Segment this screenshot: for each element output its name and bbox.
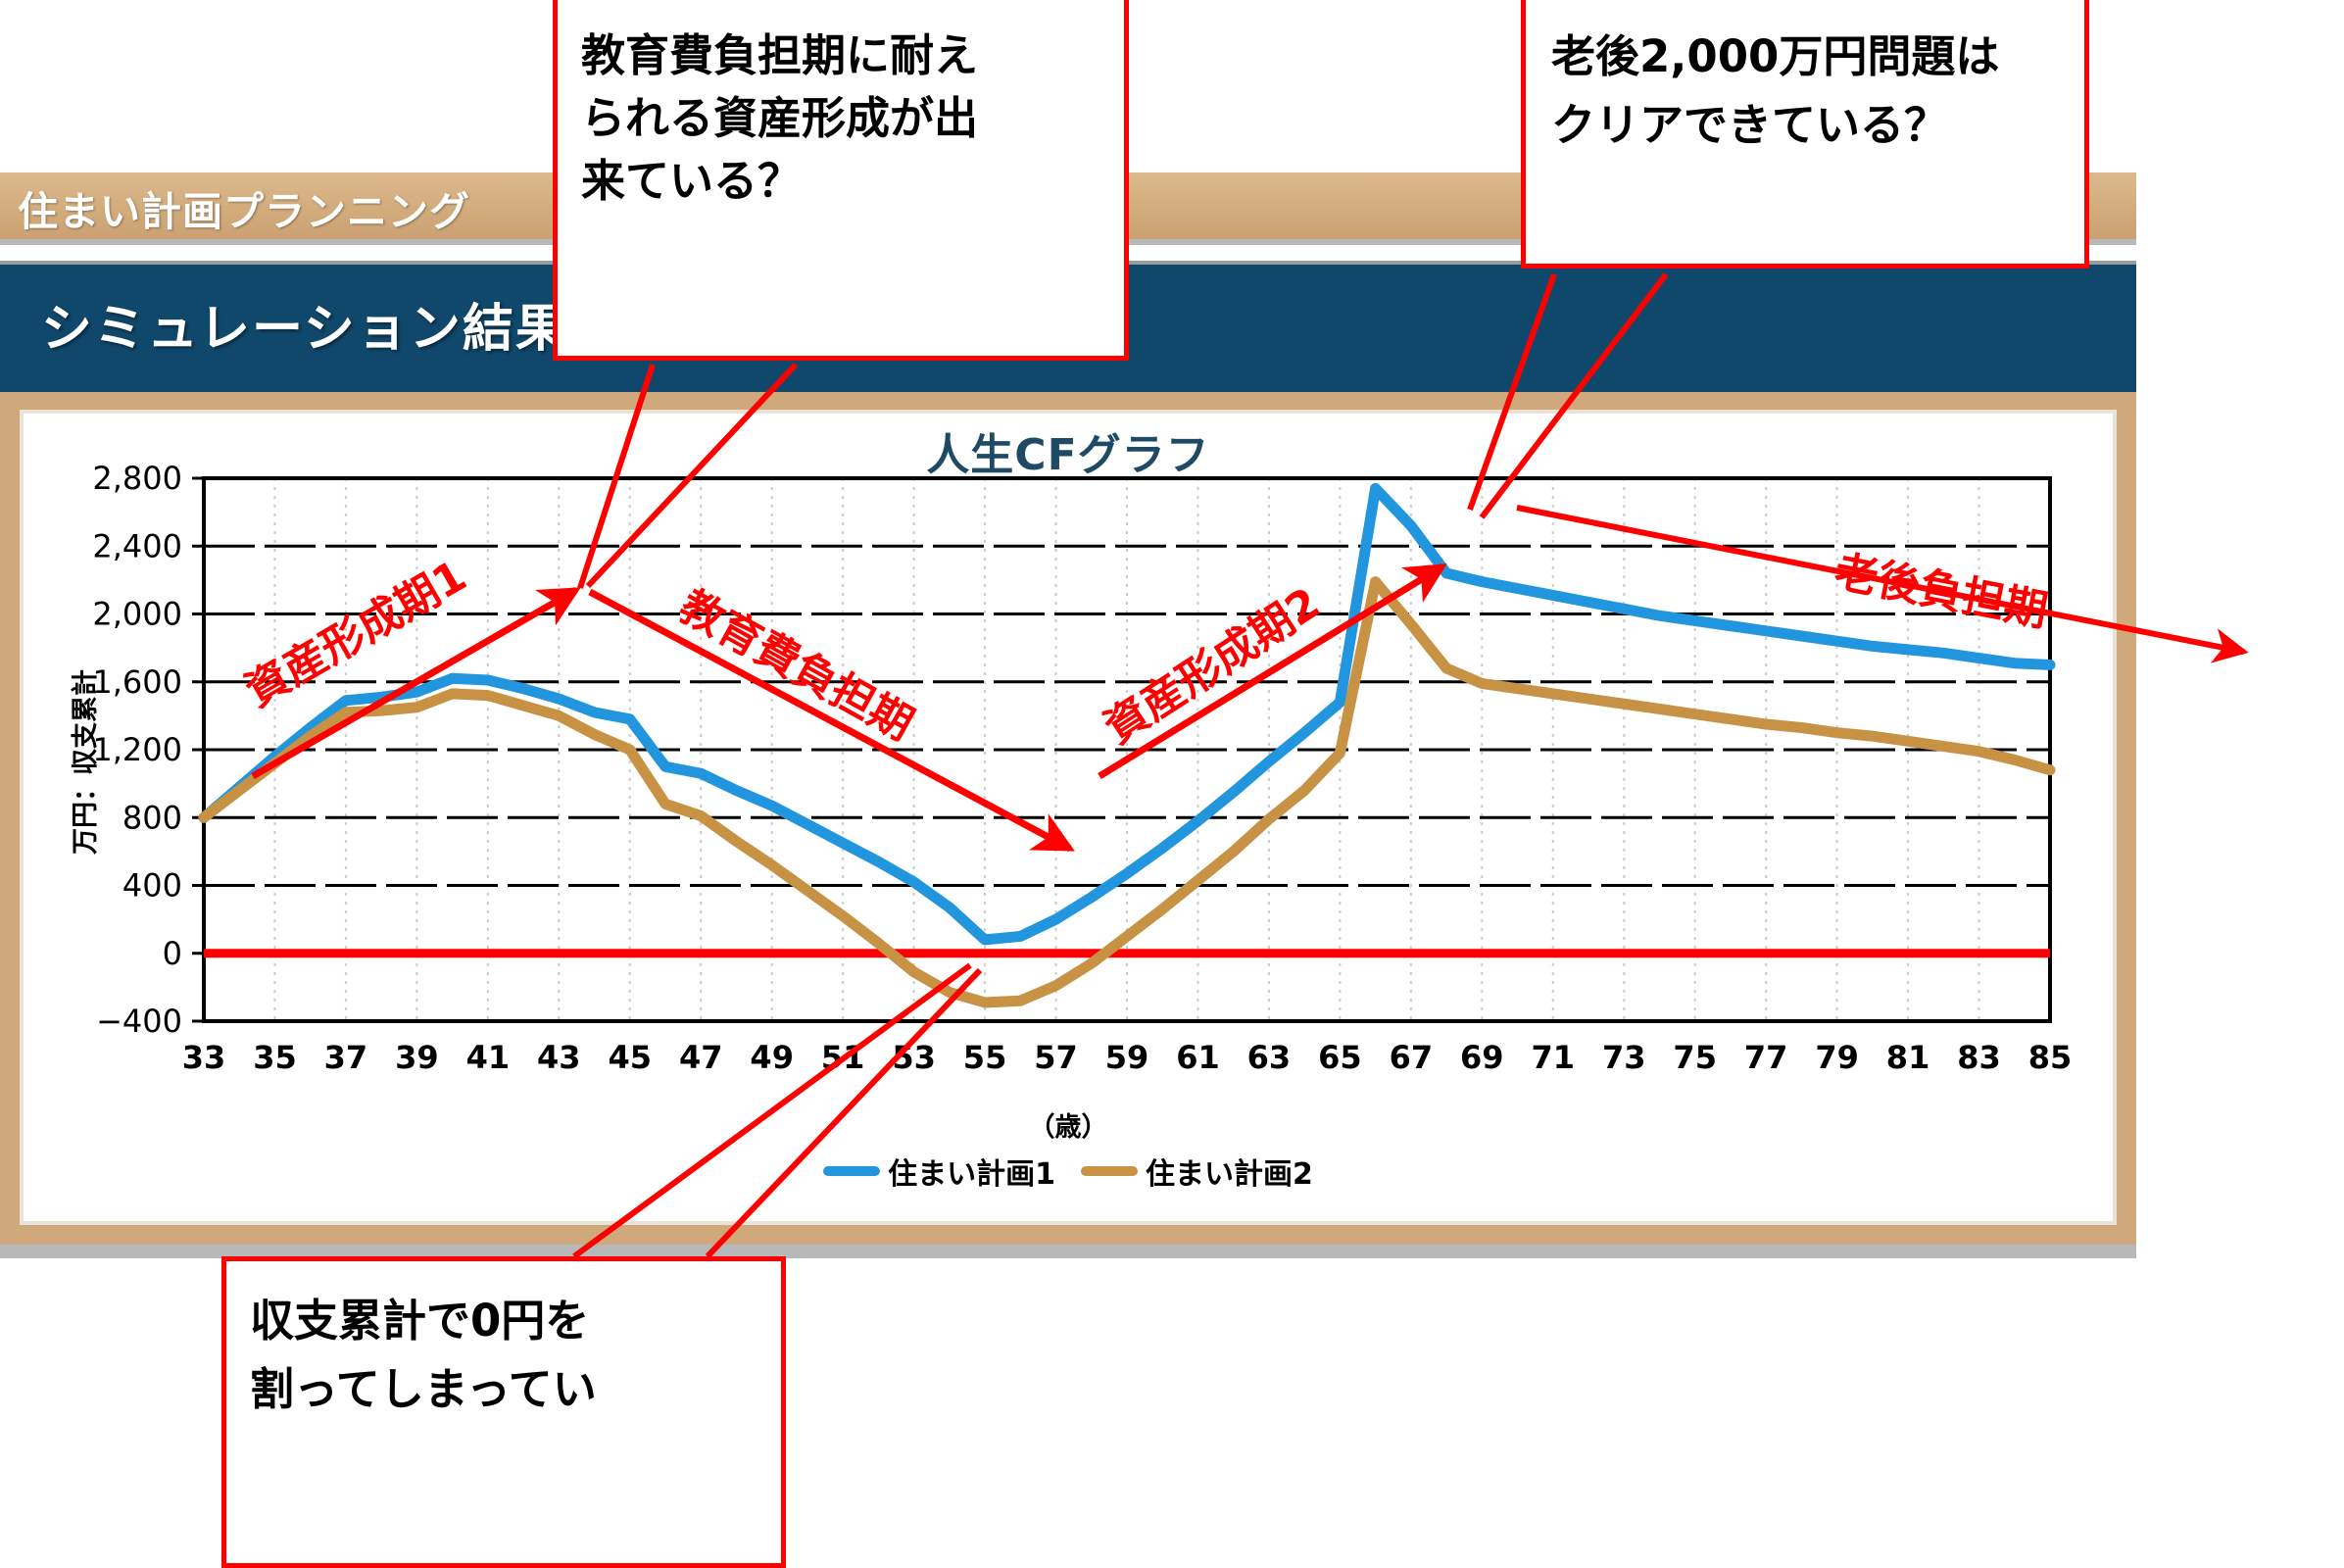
svg-text:81: 81 [1886,1039,1930,1076]
svg-text:1,200: 1,200 [92,731,182,768]
svg-text:65: 65 [1318,1039,1362,1076]
chart-frame-bottomline [0,1245,2136,1258]
svg-text:71: 71 [1532,1039,1576,1076]
svg-text:85: 85 [2028,1039,2073,1076]
callout-3-line-1: 割ってしまってい [250,1362,597,1415]
brand-title: 住まい計画プランニング [18,188,470,235]
svg-text:2,000: 2,000 [92,596,182,633]
svg-text:33: 33 [182,1039,226,1076]
svg-text:57: 57 [1034,1039,1078,1076]
svg-text:43: 43 [537,1039,581,1076]
svg-text:75: 75 [1673,1039,1717,1076]
svg-text:2,800: 2,800 [92,460,182,497]
svg-text:69: 69 [1460,1039,1504,1076]
svg-text:37: 37 [324,1039,368,1076]
callout-education-phase-question[interactable]: 教育費負担期に耐え られる資産形成が出 来ている？ [553,0,1129,361]
legend-item-1[interactable]: 住まい計画2 [1081,1150,1313,1193]
svg-text:53: 53 [892,1039,936,1076]
svg-text:39: 39 [395,1039,439,1076]
svg-text:35: 35 [253,1039,297,1076]
svg-text:73: 73 [1602,1039,1646,1076]
legend-item-0[interactable]: 住まい計画1 [823,1150,1055,1193]
callout-1-line-1: られる資産形成が出 [581,91,979,144]
callout-2-line-1: クリアできている？ [1551,98,1949,151]
svg-text:55: 55 [963,1039,1007,1076]
svg-text:51: 51 [821,1039,865,1076]
callout-negative-balance-note[interactable]: 収支累計で0円を 割ってしまってい [221,1256,786,1568]
legend-label-series2: 住まい計画2 [1146,1157,1313,1192]
svg-text:2,400: 2,400 [92,527,182,564]
chart-title: 人生CFグラフ [926,430,1210,480]
svg-text:49: 49 [750,1039,794,1076]
callout-3-line-0: 収支累計で0円を [250,1295,590,1347]
svg-text:61: 61 [1176,1039,1220,1076]
svg-text:−400: −400 [96,1003,182,1040]
svg-text:800: 800 [122,799,182,836]
svg-text:400: 400 [122,867,182,905]
svg-text:1,600: 1,600 [92,663,182,701]
section-title: シミュレーション結果 [41,300,568,359]
svg-text:41: 41 [466,1039,511,1076]
svg-text:79: 79 [1815,1039,1859,1076]
chart-legend: 住まい計画1 住まい計画2 [39,1150,2097,1193]
svg-text:47: 47 [679,1039,723,1076]
svg-text:0: 0 [163,935,182,972]
legend-swatch-series1 [823,1166,881,1176]
svg-text:83: 83 [1957,1039,2001,1076]
legend-label-series1: 住まい計画1 [888,1157,1055,1192]
life-cashflow-chart: 人生CFグラフ 万円：収支累計 （歳） 2,800 2,400 2,000 1,600… [39,419,2097,1215]
callout-1-line-0: 教育費負担期に耐え [581,29,979,81]
callout-retirement-20m-question[interactable]: 老後2,000万円問題は クリアできている？ [1521,0,2089,269]
svg-text:77: 77 [1744,1039,1788,1076]
callout-1-line-2: 来ている？ [581,154,803,207]
svg-text:59: 59 [1105,1039,1149,1076]
svg-text:67: 67 [1390,1039,1434,1076]
callout-2-line-0: 老後2,000万円問題は [1551,30,2000,82]
svg-text:45: 45 [609,1039,653,1076]
x-axis-label: （歳） [1028,1112,1108,1143]
legend-swatch-series2 [1081,1166,1138,1176]
svg-text:63: 63 [1247,1039,1292,1076]
